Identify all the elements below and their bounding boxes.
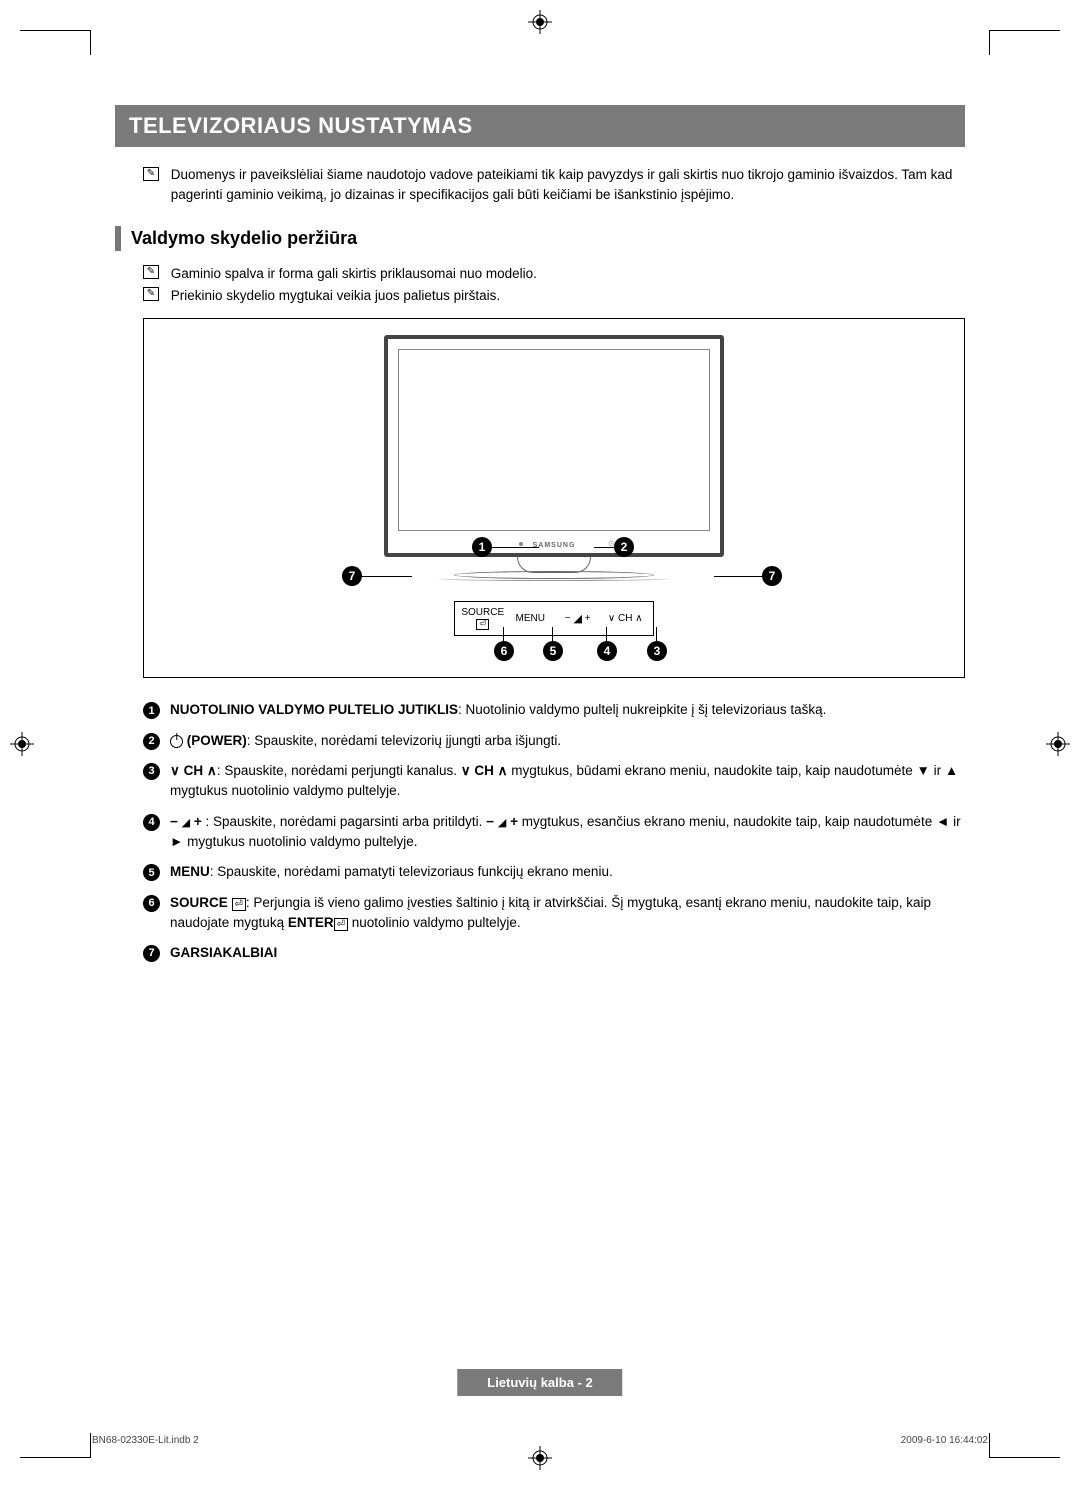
note-icon: ✎ (143, 265, 159, 279)
sub-note: ✎ Priekinio skydelio mygtukai veikia juo… (143, 285, 965, 307)
intro-note: ✎ Duomenys ir paveikslėliai šiame naudot… (143, 165, 965, 204)
crop-mark (990, 30, 1060, 31)
crop-mark (990, 1457, 1060, 1458)
definition-item: 6 SOURCE ⏎: Perjungia iš vieno galimo įve… (143, 893, 965, 934)
tv-ir-dot (519, 542, 523, 546)
crop-mark (90, 30, 91, 55)
section-bar (115, 226, 121, 251)
vol-minus: − (565, 613, 571, 624)
definition-item: 4 − + : Spauskite, norėdami pagarsinti ar… (143, 812, 965, 853)
crop-mark (989, 30, 990, 55)
footer-right: 2009-6-10 16:44:02 (901, 1435, 988, 1446)
vol-plus: + (585, 613, 591, 624)
definition-number: 7 (143, 945, 160, 962)
sub-note: ✎ Gaminio spalva ir forma gali skirtis p… (143, 263, 965, 285)
crop-mark (90, 1433, 91, 1458)
definition-item: 5 MENU: Spauskite, norėdami pamatyti tele… (143, 862, 965, 882)
page-title: TELEVIZORIAUS NUSTATYMAS (115, 105, 965, 147)
definition-item: 1 NUOTOLINIO VALDYMO PULTELIO JUTIKLIS: N… (143, 700, 965, 720)
page-content: TELEVIZORIAUS NUSTATYMAS ✎ Duomenys ir p… (115, 80, 965, 1408)
registration-mark-icon (528, 1446, 552, 1470)
callout-7-left: 7 (342, 566, 362, 586)
crop-mark (20, 30, 90, 31)
definition-text: MENU: Spauskite, norėdami pamatyti telev… (170, 862, 613, 882)
registration-mark-icon (528, 10, 552, 34)
definition-text: SOURCE ⏎: Perjungia iš vieno galimo įves… (170, 893, 965, 934)
definition-text: CH : Spauskite, norėdami perjungti kanal… (170, 761, 965, 802)
tv-frame: SAMSUNG ⊙ — · (384, 335, 724, 557)
panel-source-label: SOURCE (459, 607, 507, 618)
tv-screen (398, 349, 710, 531)
crop-mark (20, 1457, 90, 1458)
definition-number: 6 (143, 895, 160, 912)
section-title: Valdymo skydelio peržiūra (131, 226, 357, 251)
ch-up-icon: ∧ (635, 613, 642, 624)
definition-number: 3 (143, 763, 160, 780)
definition-item: 3 CH : Spauskite, norėdami perjungti kan… (143, 761, 965, 802)
enter-icon: ⏎ (476, 619, 489, 630)
callout-definitions: 1 NUOTOLINIO VALDYMO PULTELIO JUTIKLIS: N… (143, 700, 965, 963)
sub-note-text: Priekinio skydelio mygtukai veikia juos … (171, 288, 500, 303)
sub-note-text: Gaminio spalva ir forma gali skirtis pri… (171, 266, 537, 281)
definition-number: 1 (143, 702, 160, 719)
tv-stand-shadow (439, 577, 669, 581)
panel-volume: − + (554, 612, 602, 625)
definition-text: GARSIAKALBIAI (170, 943, 277, 963)
tv-brand-logo: SAMSUNG (533, 542, 576, 549)
footer-left: BN68-02330E-Lit.indb 2 (92, 1435, 199, 1446)
note-icon: ✎ (143, 287, 159, 301)
sub-notes: ✎ Gaminio spalva ir forma gali skirtis p… (143, 263, 965, 306)
ch-label: CH (618, 613, 632, 624)
registration-mark-icon (10, 732, 34, 756)
crop-mark (989, 1433, 990, 1458)
volume-icon (574, 612, 582, 625)
callout-5: 5 (543, 641, 563, 661)
registration-mark-icon (1046, 732, 1070, 756)
ch-down-icon: ∨ (608, 613, 615, 624)
callout-4: 4 (597, 641, 617, 661)
callout-3: 3 (647, 641, 667, 661)
definition-item: 2 (POWER): Spauskite, norėdami televizor… (143, 731, 965, 751)
definition-item: 7 GARSIAKALBIAI (143, 943, 965, 963)
definition-number: 5 (143, 864, 160, 881)
page-label: Lietuvių kalba - 2 (457, 1369, 622, 1396)
panel-menu: MENU (507, 613, 555, 624)
intro-note-text: Duomenys ir paveikslėliai šiame naudotoj… (171, 165, 953, 204)
note-icon: ✎ (143, 167, 159, 181)
section-heading: Valdymo skydelio peržiūra (115, 226, 965, 251)
callout-6: 6 (494, 641, 514, 661)
tv-diagram: SAMSUNG ⊙ — · 1 2 7 7 SOURCE ⏎ MENU − (143, 318, 965, 678)
definition-text: − + : Spauskite, norėdami pagarsinti arb… (170, 812, 965, 853)
panel-buttons-box: SOURCE ⏎ MENU − + ∨ CH ∧ (454, 601, 654, 636)
definition-number: 2 (143, 733, 160, 750)
definition-text: (POWER): Spauskite, norėdami televizorių… (170, 731, 561, 751)
panel-source: SOURCE ⏎ (459, 607, 507, 630)
definition-number: 4 (143, 814, 160, 831)
panel-channel: ∨ CH ∧ (602, 613, 650, 624)
definition-text: NUOTOLINIO VALDYMO PULTELIO JUTIKLIS: Nu… (170, 700, 826, 720)
callout-7-right: 7 (762, 566, 782, 586)
